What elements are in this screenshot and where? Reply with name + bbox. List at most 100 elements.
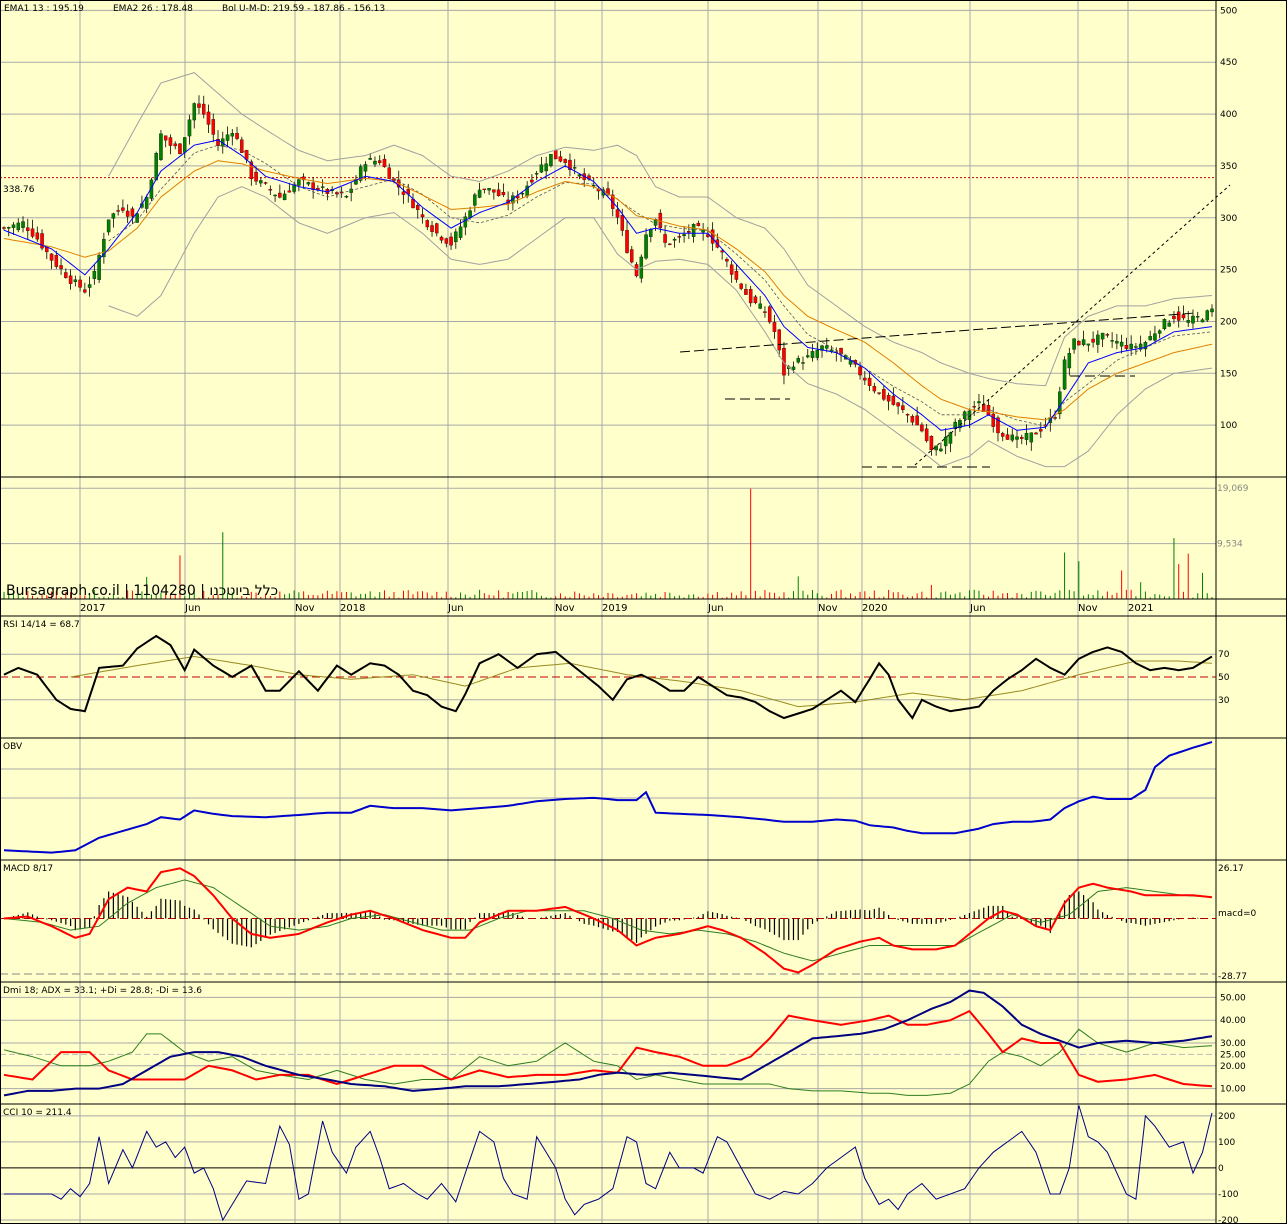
candle-body	[1176, 311, 1181, 321]
candle-body	[634, 264, 639, 277]
macd-label: MACD 8/17	[3, 864, 53, 874]
x-axis-label: 2019	[602, 603, 627, 614]
candle-body	[748, 289, 753, 304]
candle-body	[335, 192, 339, 195]
candle-body	[549, 154, 553, 166]
candle-body	[1148, 336, 1152, 341]
candle-body	[996, 417, 1000, 434]
x-axis-label: Jun	[707, 603, 724, 614]
candle-body	[1110, 340, 1114, 342]
candle-body	[977, 401, 981, 404]
candle-body	[201, 103, 206, 115]
price-tick-label: 100	[1220, 421, 1237, 431]
x-axis-label: Jun	[184, 603, 201, 614]
price-tick-label: 350	[1220, 162, 1237, 172]
price-tick-label: 500	[1220, 6, 1237, 16]
candle-body	[1191, 315, 1195, 324]
candle-body	[882, 389, 886, 400]
candle-body	[1157, 330, 1162, 334]
candle-body	[1167, 322, 1171, 327]
candle-body	[796, 358, 800, 363]
candle-body	[2, 227, 6, 229]
cci-panel	[4, 1105, 1213, 1222]
candle-body	[92, 271, 97, 279]
dmi-panel	[3, 989, 1213, 1097]
candle-body	[83, 289, 87, 293]
candle-body	[1010, 434, 1015, 441]
obv-line	[3, 741, 1213, 854]
candle-body	[420, 214, 425, 218]
dmi-tick-label: 30.00	[1220, 1039, 1246, 1049]
price-panel	[0, 72, 1231, 468]
candle-body	[68, 275, 73, 284]
candle-body	[886, 395, 891, 402]
candle-body	[192, 103, 196, 121]
candle-body	[915, 415, 919, 426]
candle-body	[534, 173, 539, 175]
bollinger-upper	[108, 72, 1213, 387]
ema2-line	[3, 160, 1213, 421]
trendline-resistance	[679, 312, 1196, 353]
candle-body	[454, 231, 458, 243]
candle-body	[1024, 433, 1029, 440]
candle-body	[563, 159, 567, 163]
candle-body	[64, 272, 68, 278]
macd-line	[3, 867, 1213, 974]
candle-body	[815, 350, 820, 358]
trendline-support	[914, 184, 1231, 466]
x-axis-label: 2017	[80, 603, 105, 614]
candle-body	[1105, 334, 1110, 336]
candle-body	[216, 139, 220, 146]
candle-body	[620, 215, 625, 231]
candle-body	[858, 366, 862, 376]
candle-body	[1053, 417, 1057, 419]
candle-body	[401, 191, 406, 195]
candle-body	[753, 296, 758, 304]
candle-body	[73, 279, 78, 282]
candle-body	[1210, 308, 1214, 313]
ref-line-label: 338.76	[3, 185, 35, 195]
candle-body	[649, 228, 653, 237]
macd-zero-label: macd=0	[1218, 909, 1256, 919]
dmi-tick-label: 20.00	[1220, 1062, 1246, 1072]
candle-body	[668, 243, 672, 246]
x-axis-label: Nov	[555, 603, 575, 614]
candle-body	[287, 190, 292, 193]
x-axis-label: Jun	[447, 603, 464, 614]
candle-body	[896, 402, 900, 407]
chart-labels: EMA1 13 : 195.19 EMA2 26 : 178.48 Bol U-…	[3, 4, 1256, 1224]
candle-body	[106, 219, 111, 233]
candle-body	[1081, 339, 1086, 346]
candle-body	[1186, 320, 1190, 323]
candle-body	[373, 160, 377, 165]
price-tick-label: 150	[1220, 369, 1237, 379]
price-tick-label: 250	[1220, 266, 1237, 276]
candle-body	[682, 234, 686, 237]
x-axis-label: Jun	[969, 603, 986, 614]
candle-body	[40, 233, 44, 249]
x-axis-label: 2020	[862, 603, 887, 614]
candle-body	[168, 137, 173, 146]
candle-body	[11, 224, 16, 228]
candle-body	[1005, 434, 1010, 440]
candle-body	[1195, 316, 1200, 318]
rsi-line	[3, 634, 1213, 720]
candle-body	[102, 238, 106, 258]
candle-body	[111, 213, 116, 219]
candle-body	[249, 161, 254, 180]
candle-body	[26, 227, 30, 231]
ema1-legend: EMA1 13 : 195.19	[4, 4, 84, 14]
candle-body	[1134, 346, 1138, 348]
dmi-label: Dmi 18; ADX = 33.1; +Di = 28.8; -Di = 13…	[3, 986, 202, 996]
candle-body	[1143, 342, 1148, 350]
plus-di-line	[3, 1009, 1213, 1088]
candle-body	[863, 377, 867, 381]
candle-body	[463, 216, 468, 228]
candle-body	[625, 230, 629, 253]
candle-body	[920, 424, 924, 432]
candle-body	[725, 259, 729, 262]
candle-body	[934, 445, 938, 451]
candle-body	[154, 152, 158, 181]
candle-body	[116, 210, 120, 212]
candle-body	[358, 166, 363, 181]
